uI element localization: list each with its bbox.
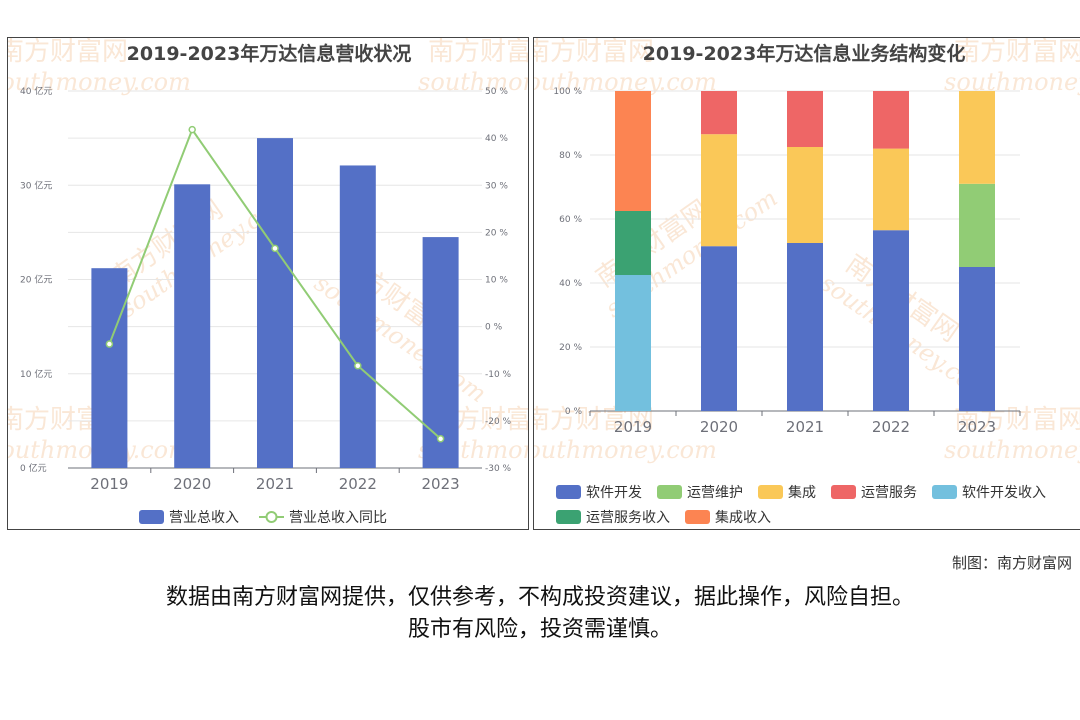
- y-left-tick-label: 0 亿元: [20, 462, 47, 474]
- revenue-bar: [422, 237, 459, 468]
- y-right-tick-label: 40 %: [485, 134, 508, 144]
- legend-label: 软件开发收入: [962, 485, 1046, 501]
- legend-label-revenue: 营业总收入: [169, 510, 239, 526]
- revenue-bar: [91, 268, 128, 468]
- y-right-tick-label: 50 %: [485, 87, 508, 97]
- y-tick-label: 0 %: [565, 407, 583, 417]
- x-tick-label: 2019: [614, 418, 652, 436]
- legend-label-yoy: 营业总收入同比: [289, 510, 387, 526]
- legend-swatch: [758, 485, 783, 499]
- stacked-bar-segment: [873, 148, 909, 231]
- stacked-bar-segment: [959, 267, 995, 411]
- legend-label: 软件开发: [586, 485, 642, 501]
- x-tick-label: 2021: [786, 418, 824, 436]
- x-tick-label: 2022: [339, 475, 377, 493]
- y-left-tick-label: 20 亿元: [20, 274, 52, 286]
- stacked-bar-segment: [615, 275, 651, 411]
- y-tick-label: 60 %: [559, 215, 582, 225]
- stacked-bar-segment: [701, 134, 737, 247]
- x-tick-label: 2019: [90, 475, 128, 493]
- revenue-bar: [339, 165, 376, 468]
- business-structure-chart: 南方财富网southmoney.com南方财富网southmoney.com南方…: [534, 38, 1080, 526]
- revenue-bar: [174, 184, 211, 468]
- legend-swatch: [831, 485, 856, 499]
- y-left-tick-label: 10 亿元: [20, 368, 52, 380]
- watermark-text: southmoney.com: [534, 436, 717, 464]
- disclaimer-line-2: 股市有风险，投资需谨慎。: [407, 617, 672, 642]
- legend-swatch: [685, 510, 710, 524]
- y-left-tick-label: 30 亿元: [20, 179, 52, 191]
- stacked-bar-segment: [701, 246, 737, 411]
- stacked-bar-segment: [873, 230, 909, 411]
- stacked-bar-segment: [787, 147, 823, 243]
- watermark-text: 南方财富网: [8, 38, 128, 67]
- watermark-text: 南方财富网: [954, 38, 1080, 67]
- yoy-point: [354, 361, 362, 370]
- y-right-tick-label: -20 %: [485, 417, 512, 427]
- yoy-point: [271, 244, 279, 253]
- stacked-bar-segment: [787, 91, 823, 147]
- stacked-bar-segment: [787, 243, 823, 411]
- x-tick-label: 2020: [700, 418, 738, 436]
- stacked-bar-segment: [615, 211, 651, 275]
- y-right-tick-label: 0 %: [485, 323, 503, 333]
- legend-swatch-revenue: [139, 510, 164, 524]
- y-tick-label: 40 %: [559, 279, 582, 289]
- revenue-chart-panel: 南方财富网southmoney.com南方财富网southmoney.com南方…: [7, 37, 529, 530]
- stacked-bar-segment: [701, 91, 737, 135]
- y-tick-label: 20 %: [559, 343, 582, 353]
- stacked-bar-segment: [959, 91, 995, 184]
- legend-label: 集成收入: [715, 509, 771, 526]
- legend-swatch: [556, 485, 581, 499]
- chart-title: 2019-2023年万达信息营收状况: [127, 42, 412, 65]
- yoy-point: [436, 435, 445, 443]
- legend-swatch: [932, 485, 957, 499]
- legend-label: 运营服务: [861, 485, 917, 501]
- stacked-bar-segment: [873, 91, 909, 149]
- y-tick-label: 100 %: [553, 87, 582, 97]
- stacked-bar-segment: [615, 91, 651, 211]
- y-right-tick-label: -10 %: [485, 370, 512, 380]
- business-structure-chart-panel: 南方财富网southmoney.com南方财富网southmoney.com南方…: [533, 37, 1080, 530]
- x-tick-label: 2023: [422, 475, 460, 493]
- y-right-tick-label: 20 %: [485, 228, 508, 238]
- x-tick-label: 2021: [256, 475, 294, 493]
- x-tick-label: 2023: [958, 418, 996, 436]
- watermark-text: 南方财富网: [428, 38, 529, 67]
- legend-swatch-yoy-marker: [265, 511, 278, 523]
- y-right-tick-label: 10 %: [485, 276, 508, 286]
- revenue-bar: [257, 138, 293, 468]
- chart-credit: 制图：南方财富网: [951, 554, 1072, 572]
- disclaimer-line-1: 数据由南方财富网提供，仅供参考，不构成投资建议，据此操作，风险自担。: [165, 585, 914, 610]
- revenue-chart: 南方财富网southmoney.com南方财富网southmoney.com南方…: [8, 38, 529, 526]
- y-tick-label: 80 %: [559, 151, 582, 161]
- watermark-text: 南方财富网: [534, 38, 654, 67]
- watermark-text: southmoney.com: [418, 68, 529, 96]
- watermark-text: southmoney.com: [944, 436, 1080, 464]
- legend-label: 运营服务收入: [586, 510, 670, 526]
- chart-title: 2019-2023年万达信息业务结构变化: [643, 42, 966, 65]
- stacked-bar-segment: [959, 183, 995, 267]
- legend-swatch: [556, 510, 581, 524]
- y-right-tick-label: -30 %: [485, 464, 512, 474]
- yoy-point: [105, 340, 114, 348]
- y-left-tick-label: 40 亿元: [20, 85, 52, 97]
- y-right-tick-label: 30 %: [485, 181, 508, 191]
- yoy-point: [188, 125, 196, 134]
- legend-label: 运营维护: [687, 485, 743, 501]
- legend-swatch: [657, 485, 682, 499]
- x-tick-label: 2020: [173, 475, 211, 493]
- x-tick-label: 2022: [872, 418, 910, 436]
- legend-label: 集成: [788, 484, 816, 501]
